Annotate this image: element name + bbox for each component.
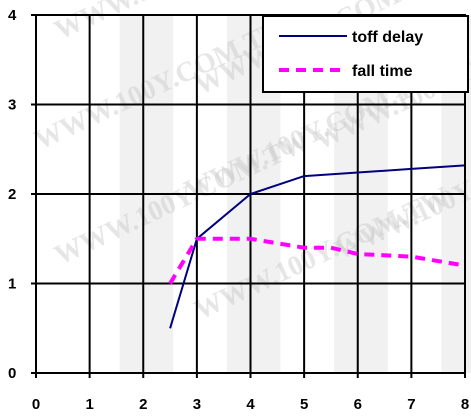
y-tick-label: 1 (8, 276, 16, 293)
y-tick-label: 3 (8, 97, 16, 114)
x-tick-label: 0 (32, 396, 40, 413)
x-tick-label: 3 (193, 396, 201, 413)
legend-label-0: toff delay (352, 29, 423, 46)
legend-box (263, 16, 468, 92)
x-tick-label: 2 (139, 396, 147, 413)
x-tick-label: 1 (85, 396, 93, 413)
x-tick-label: 5 (300, 396, 308, 413)
x-tick-label: 7 (407, 396, 415, 413)
x-tick-label: 4 (246, 396, 255, 413)
y-tick-label: 0 (8, 365, 16, 382)
y-tick-label: 2 (8, 186, 16, 203)
legend-label-1: fall time (352, 63, 413, 80)
x-tick-label: 8 (461, 396, 469, 413)
y-tick-label: 4 (8, 7, 17, 24)
x-tick-label: 6 (354, 396, 362, 413)
